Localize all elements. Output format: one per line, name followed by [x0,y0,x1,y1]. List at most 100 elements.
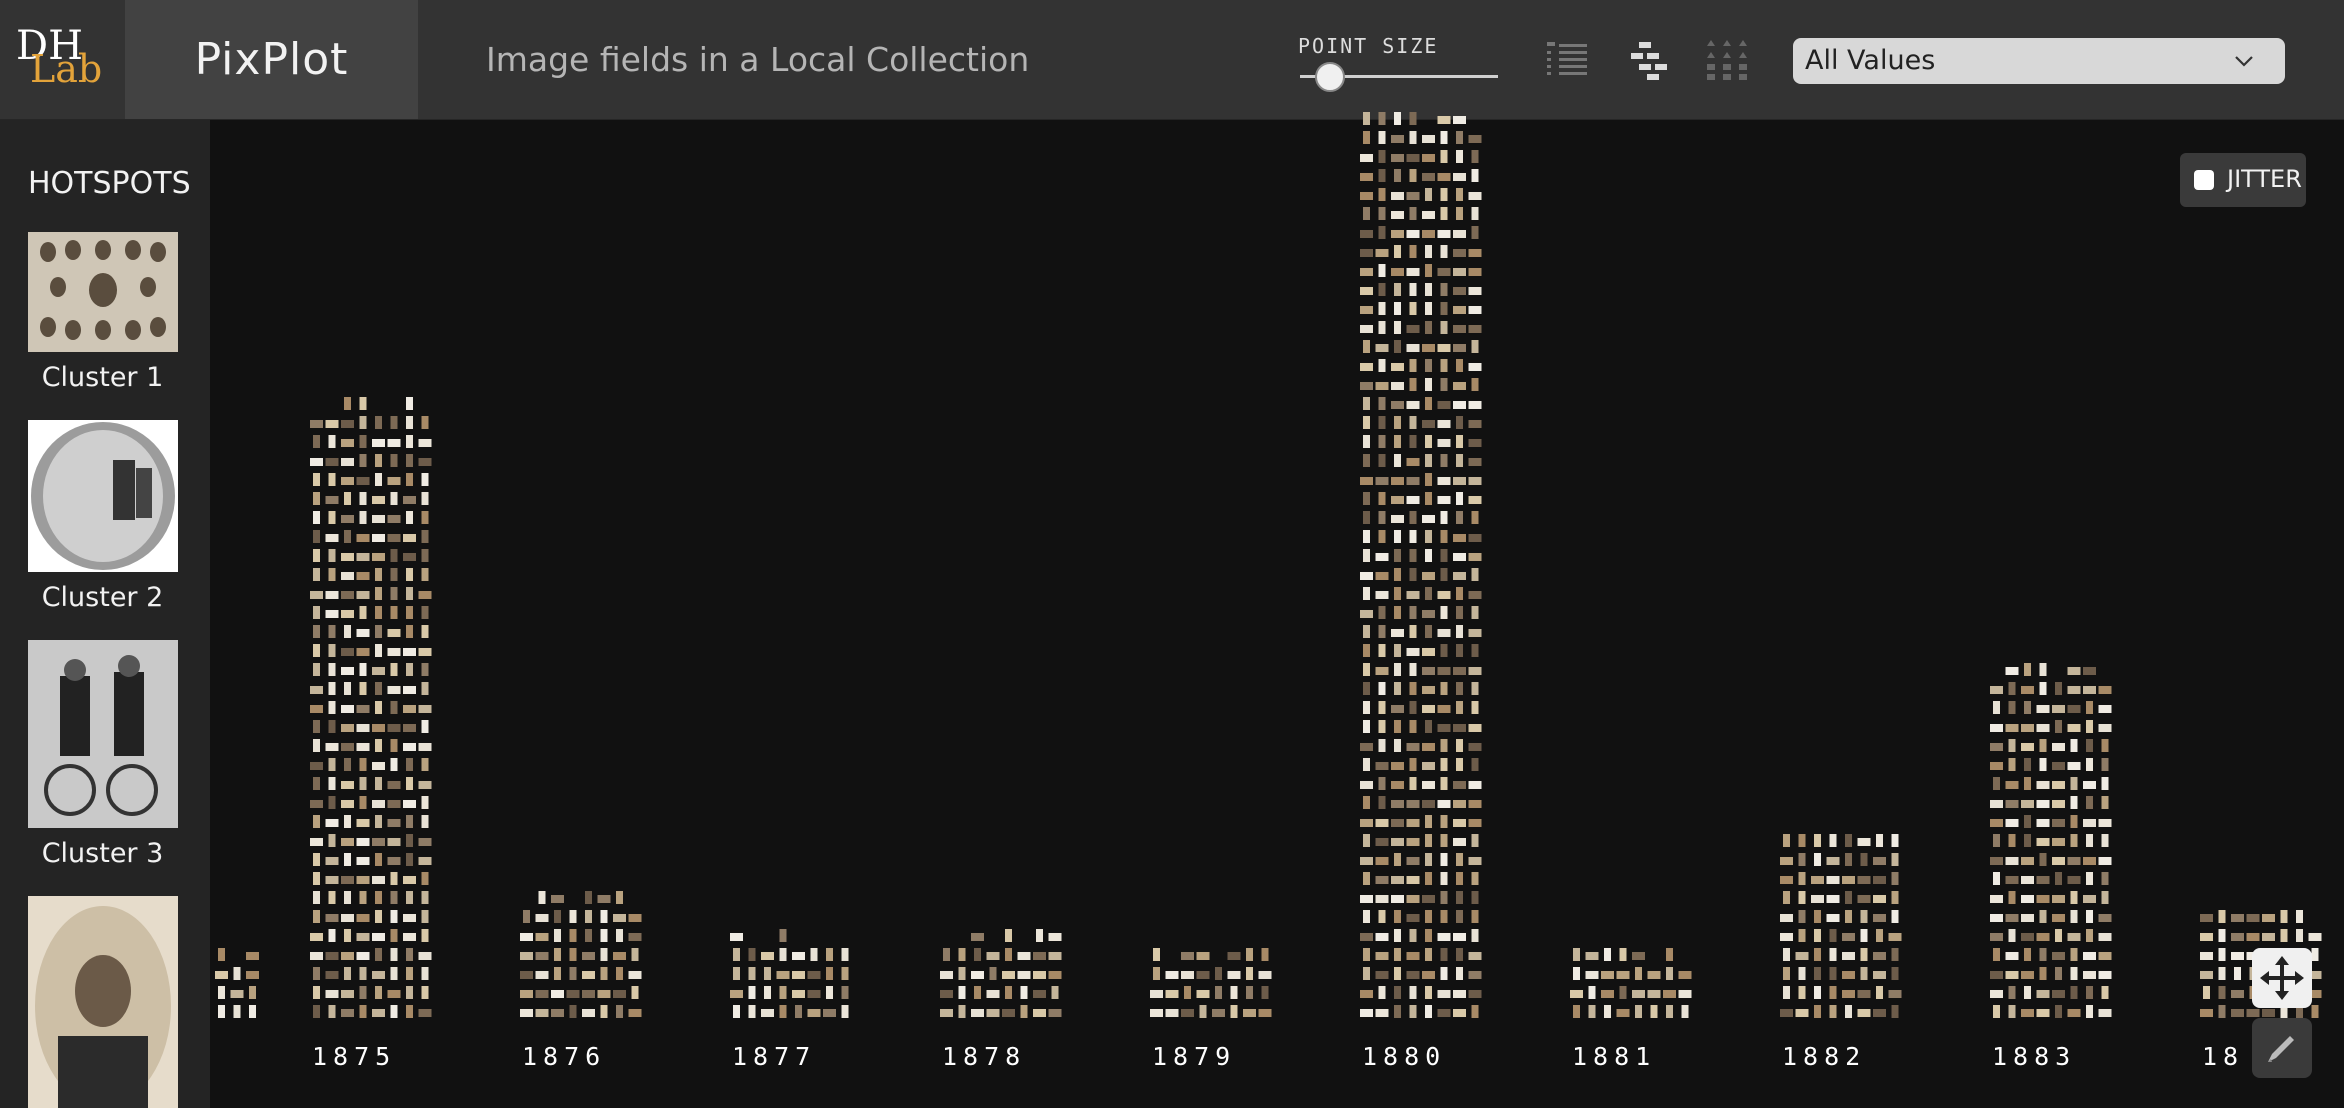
image-thumbnail-point[interactable] [328,682,336,695]
image-thumbnail-point[interactable] [1456,606,1463,619]
image-thumbnail-point[interactable] [375,682,382,695]
image-thumbnail-point[interactable] [1780,1009,1793,1017]
image-thumbnail-point[interactable] [2218,967,2226,980]
image-thumbnail-point[interactable] [390,606,398,619]
year-column-1879[interactable] [1150,948,1272,1018]
image-thumbnail-point[interactable] [551,1009,564,1017]
image-thumbnail-point[interactable] [1888,990,1902,998]
image-thumbnail-point[interactable] [421,929,429,942]
image-thumbnail-point[interactable] [1409,929,1417,942]
image-thumbnail-point[interactable] [2008,701,2016,714]
image-thumbnail-point[interactable] [2083,857,2096,865]
image-thumbnail-point[interactable] [249,1005,256,1018]
image-thumbnail-point[interactable] [2024,701,2031,714]
image-thumbnail-point[interactable] [1666,948,1673,961]
category-filter-select[interactable]: All Values [1793,38,2285,84]
image-thumbnail-point[interactable] [249,986,256,999]
image-thumbnail-point[interactable] [2098,724,2112,732]
image-thumbnail-point[interactable] [2070,739,2078,752]
image-thumbnail-point[interactable] [1570,990,1583,998]
image-thumbnail-point[interactable] [1422,211,1435,219]
image-thumbnail-point[interactable] [325,857,339,865]
image-thumbnail-point[interactable] [1860,967,1868,980]
image-thumbnail-point[interactable] [841,967,849,980]
image-thumbnail-point[interactable] [310,933,323,941]
image-thumbnail-point[interactable] [1468,192,1482,200]
image-thumbnail-point[interactable] [2086,834,2093,847]
image-thumbnail-point[interactable] [406,967,413,980]
image-thumbnail-point[interactable] [2101,986,2109,999]
image-thumbnail-point[interactable] [2218,948,2226,961]
image-thumbnail-point[interactable] [1017,952,1031,960]
image-thumbnail-point[interactable] [2231,1009,2244,1017]
image-thumbnail-point[interactable] [1632,990,1645,998]
image-thumbnail-point[interactable] [359,435,367,448]
image-thumbnail-point[interactable] [2262,1009,2275,1017]
image-thumbnail-point[interactable] [1360,325,1373,333]
image-thumbnail-point[interactable] [325,819,339,827]
image-thumbnail-point[interactable] [764,986,771,999]
image-thumbnail-point[interactable] [1437,1009,1451,1017]
image-thumbnail-point[interactable] [1857,876,1871,884]
image-thumbnail-point[interactable] [2036,1009,2050,1017]
image-thumbnail-point[interactable] [1453,667,1466,675]
image-thumbnail-point[interactable] [313,853,320,866]
image-thumbnail-point[interactable] [344,853,351,866]
image-thumbnail-point[interactable] [1394,530,1401,543]
image-thumbnail-point[interactable] [1406,591,1420,599]
image-thumbnail-point[interactable] [1663,990,1676,998]
hotspot-3-thumbnail[interactable] [28,640,178,828]
image-thumbnail-point[interactable] [1394,853,1401,866]
image-thumbnail-point[interactable] [2052,895,2065,903]
image-thumbnail-point[interactable] [1378,283,1386,296]
image-thumbnail-point[interactable] [1391,382,1404,390]
image-thumbnail-point[interactable] [2083,971,2096,979]
image-thumbnail-point[interactable] [403,724,416,732]
image-thumbnail-point[interactable] [1888,933,1902,941]
image-thumbnail-point[interactable] [372,800,385,808]
image-thumbnail-point[interactable] [1033,1009,1046,1017]
image-thumbnail-point[interactable] [2021,971,2034,979]
image-thumbnail-point[interactable] [1437,477,1451,485]
image-thumbnail-point[interactable] [582,952,595,960]
image-thumbnail-point[interactable] [826,986,833,999]
image-thumbnail-point[interactable] [1437,344,1451,352]
image-thumbnail-point[interactable] [375,473,382,486]
image-thumbnail-point[interactable] [1814,910,1821,923]
image-thumbnail-point[interactable] [1378,511,1386,524]
image-thumbnail-point[interactable] [2086,1005,2093,1018]
image-thumbnail-point[interactable] [1842,952,1855,960]
image-thumbnail-point[interactable] [328,1005,336,1018]
image-thumbnail-point[interactable] [1814,834,1821,847]
image-thumbnail-point[interactable] [569,910,577,923]
image-thumbnail-point[interactable] [2086,929,2093,942]
image-thumbnail-point[interactable] [1409,606,1417,619]
image-thumbnail-point[interactable] [1440,302,1448,315]
image-thumbnail-point[interactable] [1422,800,1435,808]
image-thumbnail-point[interactable] [341,553,354,561]
image-thumbnail-point[interactable] [1829,967,1837,980]
year-column-1875[interactable] [310,397,432,1018]
image-thumbnail-point[interactable] [2101,777,2109,790]
image-thumbnail-point[interactable] [1378,131,1386,144]
draw-tool-button[interactable] [2252,1018,2312,1078]
image-thumbnail-point[interactable] [344,397,351,410]
image-thumbnail-point[interactable] [1230,986,1238,999]
image-thumbnail-point[interactable] [387,781,401,789]
image-thumbnail-point[interactable] [2101,758,2109,771]
image-thumbnail-point[interactable] [2039,682,2047,695]
image-thumbnail-point[interactable] [1422,686,1435,694]
image-thumbnail-point[interactable] [387,857,401,865]
image-thumbnail-point[interactable] [1002,1009,1015,1017]
image-thumbnail-point[interactable] [1453,724,1466,732]
image-thumbnail-point[interactable] [1471,378,1479,391]
image-thumbnail-point[interactable] [1378,606,1386,619]
image-thumbnail-point[interactable] [535,971,549,979]
image-thumbnail-point[interactable] [313,606,320,619]
image-thumbnail-point[interactable] [1378,910,1386,923]
image-thumbnail-point[interactable] [1573,1005,1580,1018]
image-thumbnail-point[interactable] [2234,967,2241,980]
image-thumbnail-point[interactable] [1471,1005,1479,1018]
image-thumbnail-point[interactable] [418,705,432,713]
image-thumbnail-point[interactable] [523,910,530,923]
